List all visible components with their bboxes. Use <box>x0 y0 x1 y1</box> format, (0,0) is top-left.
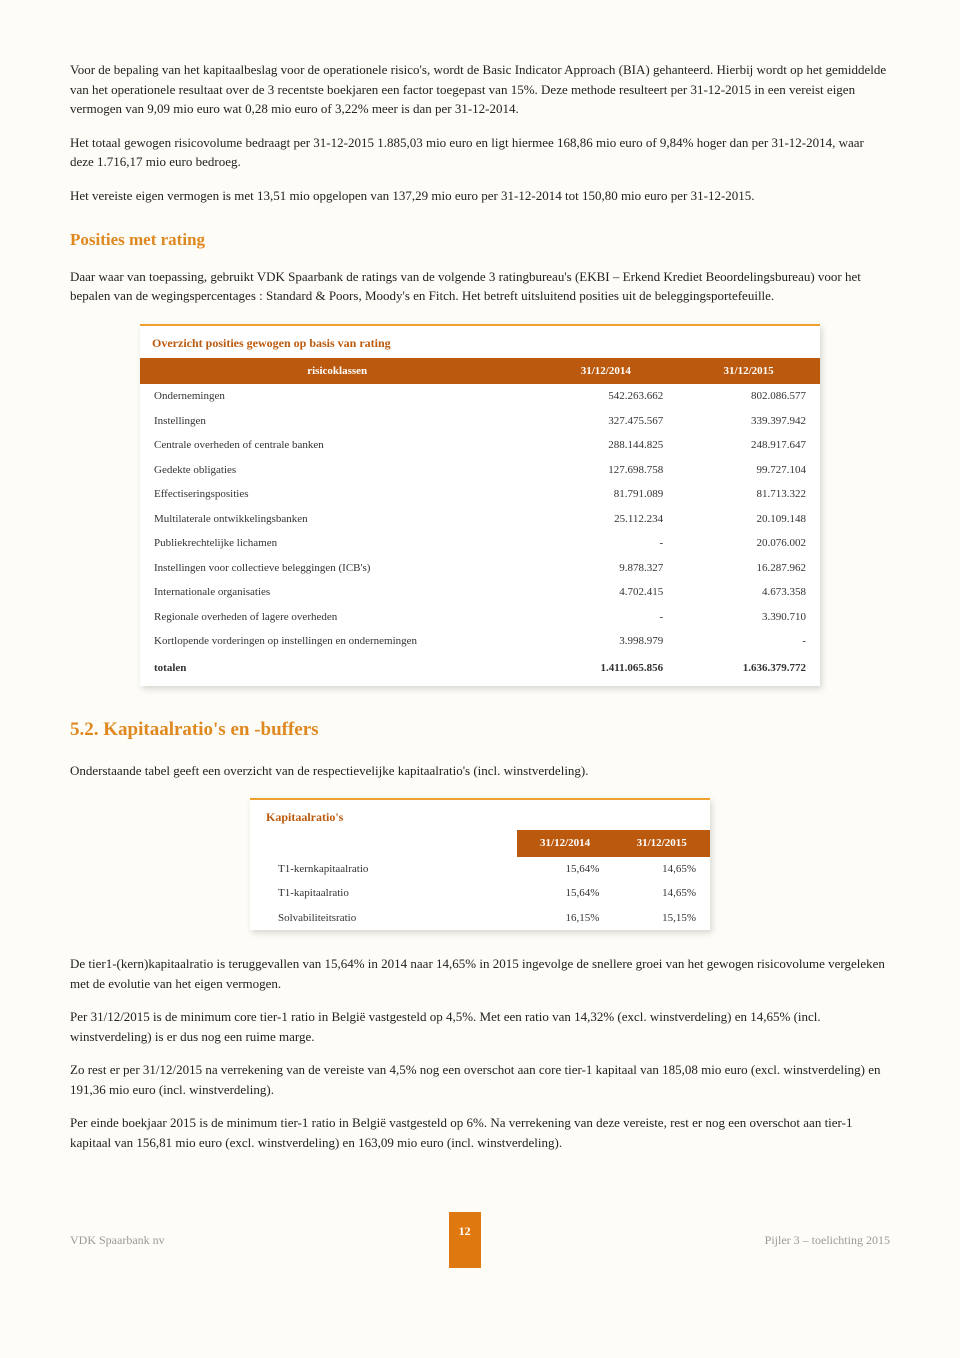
cell-2015: - <box>677 629 820 654</box>
cell-2015: 14,65% <box>613 857 710 882</box>
cell-2014: - <box>534 531 677 556</box>
paragraph: De tier1-(kern)kapitaalratio is teruggev… <box>70 954 890 993</box>
table-kapitaalratio: Kapitaalratio's 31/12/2014 31/12/2015 T1… <box>250 798 710 930</box>
paragraph: Per 31/12/2015 is de minimum core tier-1… <box>70 1007 890 1046</box>
table-total-row: totalen1.411.065.8561.636.379.772 <box>140 654 820 687</box>
table-row: Centrale overheden of centrale banken288… <box>140 433 820 458</box>
table-row: Effectiseringsposities81.791.08981.713.3… <box>140 482 820 507</box>
cell-label: Gedekte obligaties <box>140 458 534 483</box>
cell-label: Internationale organisaties <box>140 580 534 605</box>
col-header-label: risicoklassen <box>140 358 534 385</box>
table-row: T1-kernkapitaalratio15,64%14,65% <box>250 857 710 882</box>
col-header-2014: 31/12/2014 <box>517 830 614 857</box>
col-header-empty <box>250 830 517 857</box>
data-table: 31/12/2014 31/12/2015 T1-kernkapitaalrat… <box>250 830 710 930</box>
cell-2015: 15,15% <box>613 906 710 931</box>
table-row: Multilaterale ontwikkelingsbanken25.112.… <box>140 507 820 532</box>
table-row: T1-kapitaalratio15,64%14,65% <box>250 881 710 906</box>
table-row: Gedekte obligaties127.698.75899.727.104 <box>140 458 820 483</box>
table-row: Ondernemingen542.263.662802.086.577 <box>140 384 820 409</box>
data-table: risicoklassen 31/12/2014 31/12/2015 Onde… <box>140 358 820 687</box>
paragraph: Het totaal gewogen risicovolume bedraagt… <box>70 133 890 172</box>
cell-2015: 802.086.577 <box>677 384 820 409</box>
cell-label: Solvabiliteitsratio <box>250 906 517 931</box>
cell-2014: 9.878.327 <box>534 556 677 581</box>
col-header-2015: 31/12/2015 <box>677 358 820 385</box>
page-footer: VDK Spaarbank nv 12 Pijler 3 – toelichti… <box>70 1212 890 1268</box>
cell-label: Instellingen <box>140 409 534 434</box>
cell-2015: 20.076.002 <box>677 531 820 556</box>
paragraph: Het vereiste eigen vermogen is met 13,51… <box>70 186 890 206</box>
cell-label: Effectiseringsposities <box>140 482 534 507</box>
table-posities: Overzicht posities gewogen op basis van … <box>140 324 820 687</box>
table-row: Instellingen voor collectieve belegginge… <box>140 556 820 581</box>
table-row: Solvabiliteitsratio16,15%15,15% <box>250 906 710 931</box>
cell-2014: 542.263.662 <box>534 384 677 409</box>
paragraph: Voor de bepaling van het kapitaalbeslag … <box>70 60 890 119</box>
heading-posities: Posities met rating <box>70 227 890 253</box>
col-header-2014: 31/12/2014 <box>534 358 677 385</box>
table-row: Instellingen327.475.567339.397.942 <box>140 409 820 434</box>
table-row: Internationale organisaties4.702.4154.67… <box>140 580 820 605</box>
footer-left: VDK Spaarbank nv <box>70 1231 165 1249</box>
cell-label: Kortlopende vorderingen op instellingen … <box>140 629 534 654</box>
paragraph: Per einde boekjaar 2015 is de minimum ti… <box>70 1113 890 1152</box>
cell-2015: 248.917.647 <box>677 433 820 458</box>
footer-right: Pijler 3 – toelichting 2015 <box>765 1231 890 1249</box>
table-row: Publiekrechtelijke lichamen-20.076.002 <box>140 531 820 556</box>
cell-label: Ondernemingen <box>140 384 534 409</box>
cell-label: Publiekrechtelijke lichamen <box>140 531 534 556</box>
paragraph: Onderstaande tabel geeft een overzicht v… <box>70 761 890 781</box>
cell-2015: 3.390.710 <box>677 605 820 630</box>
cell-2014: 327.475.567 <box>534 409 677 434</box>
cell-2015: 20.109.148 <box>677 507 820 532</box>
cell-2014: 288.144.825 <box>534 433 677 458</box>
cell-total-2015: 1.636.379.772 <box>677 654 820 687</box>
cell-label: Centrale overheden of centrale banken <box>140 433 534 458</box>
table-title: Kapitaalratio's <box>250 800 710 830</box>
table-row: Regionale overheden of lagere overheden-… <box>140 605 820 630</box>
table-title: Overzicht posities gewogen op basis van … <box>140 326 820 358</box>
cell-2015: 99.727.104 <box>677 458 820 483</box>
cell-label: T1-kernkapitaalratio <box>250 857 517 882</box>
col-header-2015: 31/12/2015 <box>613 830 710 857</box>
cell-2014: 25.112.234 <box>534 507 677 532</box>
cell-2014: - <box>534 605 677 630</box>
cell-label: Instellingen voor collectieve belegginge… <box>140 556 534 581</box>
cell-2014: 15,64% <box>517 881 614 906</box>
page-number: 12 <box>449 1212 481 1268</box>
cell-2014: 3.998.979 <box>534 629 677 654</box>
paragraph: Zo rest er per 31/12/2015 na verrekening… <box>70 1060 890 1099</box>
paragraph: Daar waar van toepassing, gebruikt VDK S… <box>70 267 890 306</box>
cell-2014: 4.702.415 <box>534 580 677 605</box>
cell-2014: 81.791.089 <box>534 482 677 507</box>
cell-2014: 15,64% <box>517 857 614 882</box>
cell-total-label: totalen <box>140 654 534 687</box>
cell-2014: 127.698.758 <box>534 458 677 483</box>
heading-kapitaalratio: 5.2. Kapitaalratio's en -buffers <box>70 716 890 745</box>
cell-2015: 16.287.962 <box>677 556 820 581</box>
cell-2015: 81.713.322 <box>677 482 820 507</box>
cell-total-2014: 1.411.065.856 <box>534 654 677 687</box>
table-row: Kortlopende vorderingen op instellingen … <box>140 629 820 654</box>
cell-2015: 4.673.358 <box>677 580 820 605</box>
cell-label: Multilaterale ontwikkelingsbanken <box>140 507 534 532</box>
cell-label: Regionale overheden of lagere overheden <box>140 605 534 630</box>
cell-2015: 339.397.942 <box>677 409 820 434</box>
cell-2014: 16,15% <box>517 906 614 931</box>
cell-2015: 14,65% <box>613 881 710 906</box>
cell-label: T1-kapitaalratio <box>250 881 517 906</box>
